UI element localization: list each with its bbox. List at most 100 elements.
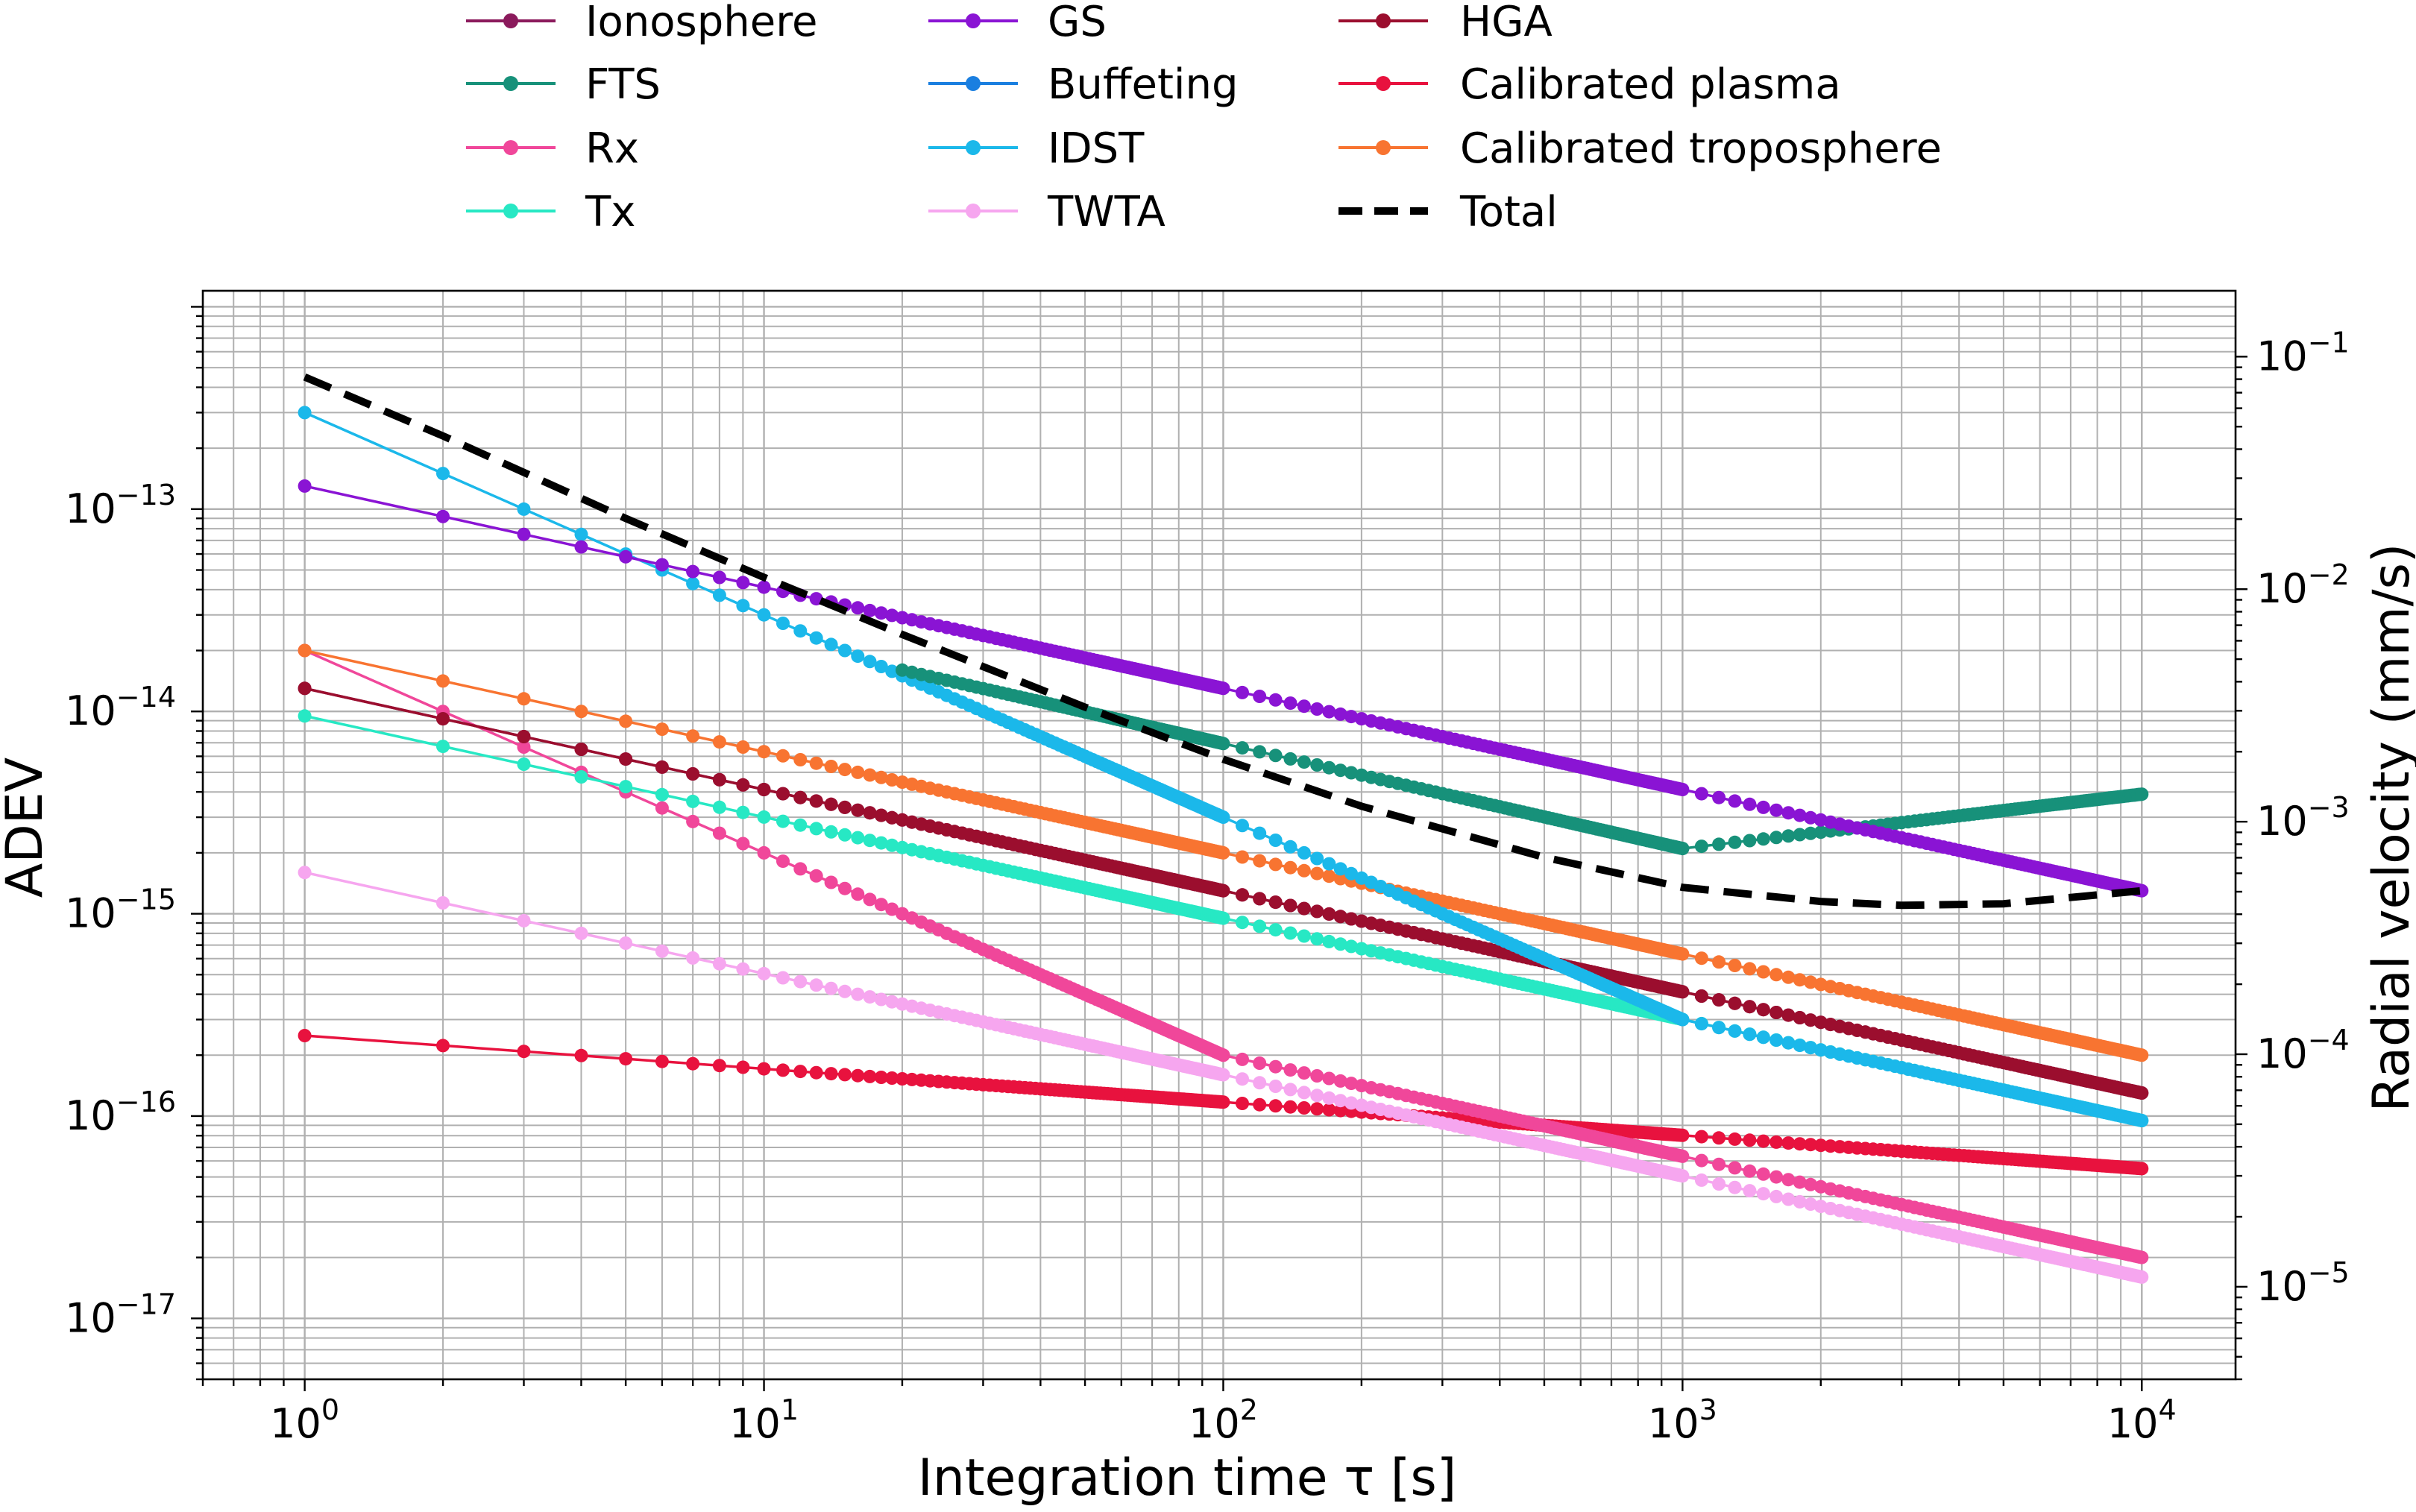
data-point — [1793, 1175, 1807, 1189]
data-point — [1283, 926, 1297, 940]
data-point — [1728, 794, 1742, 808]
data-point — [1283, 1063, 1297, 1077]
data-point — [1297, 863, 1311, 878]
data-point — [1268, 1080, 1283, 1093]
data-point — [1216, 1068, 1230, 1082]
data-point — [885, 1071, 899, 1085]
data-point — [838, 763, 852, 777]
data-point — [1781, 1008, 1796, 1022]
data-point — [1804, 1197, 1818, 1212]
data-point — [1297, 901, 1311, 916]
data-point — [436, 896, 450, 910]
data-point — [885, 608, 899, 623]
data-point — [1333, 862, 1347, 876]
x-tick-label: 104 — [2107, 1393, 2177, 1447]
data-point — [1268, 749, 1283, 763]
data-point — [436, 509, 450, 523]
data-point — [1712, 790, 1726, 804]
data-point — [1310, 1089, 1324, 1103]
data-point — [1322, 1103, 1336, 1117]
data-point — [736, 837, 750, 851]
data-point — [1694, 1173, 1708, 1187]
data-point — [1728, 1024, 1742, 1038]
data-point — [1344, 1096, 1359, 1110]
data-point — [1268, 857, 1283, 872]
data-point — [851, 649, 865, 664]
data-point — [436, 467, 450, 481]
data-point — [1781, 1136, 1796, 1150]
data-point — [1236, 1072, 1249, 1086]
data-point — [1253, 690, 1267, 703]
data-point — [851, 887, 865, 901]
data-point — [1344, 766, 1359, 780]
legend-item-ionosphere: Ionosphere — [466, 0, 817, 46]
data-point — [1236, 850, 1249, 864]
data-point — [712, 570, 726, 585]
data-point — [298, 709, 312, 723]
data-point — [1253, 919, 1267, 933]
y-tick-label: 10−13 — [65, 479, 176, 532]
data-point — [1694, 787, 1708, 801]
data-point — [1268, 895, 1283, 910]
data-point — [1236, 1052, 1249, 1066]
data-point — [712, 800, 726, 814]
data-point — [1769, 1170, 1784, 1184]
data-point — [1283, 696, 1297, 711]
data-point — [1743, 1164, 1757, 1178]
data-point — [757, 783, 771, 796]
data-point — [1297, 1066, 1311, 1080]
data-point — [874, 836, 888, 850]
data-point — [1268, 923, 1283, 937]
data-point — [863, 768, 877, 782]
data-point — [298, 866, 312, 880]
data-point — [1781, 1192, 1796, 1206]
data-point — [793, 624, 808, 638]
legend-marker — [966, 140, 981, 155]
data-point — [436, 712, 450, 726]
legend-marker — [503, 13, 518, 28]
data-point — [874, 770, 888, 784]
data-point — [2135, 1270, 2149, 1284]
data-point — [824, 637, 838, 652]
data-point — [1333, 1074, 1347, 1088]
data-point — [1283, 1083, 1297, 1097]
data-point — [809, 1065, 823, 1080]
data-point — [1804, 1177, 1818, 1191]
data-point — [793, 1065, 808, 1079]
data-point — [838, 984, 852, 998]
data-point — [1676, 1149, 1690, 1163]
data-point — [1297, 699, 1311, 714]
data-point — [2135, 1086, 2149, 1100]
legend-label: Calibrated troposphere — [1460, 125, 1942, 173]
data-point — [885, 995, 899, 1009]
data-point — [1743, 1133, 1757, 1147]
data-point — [736, 778, 750, 792]
data-point — [619, 780, 633, 794]
data-point — [1283, 840, 1297, 854]
data-point — [1743, 1184, 1757, 1198]
data-point — [1676, 783, 1690, 796]
legend-label: Calibrated plasma — [1460, 60, 1841, 109]
data-point — [517, 913, 531, 927]
y-tick-label: 10−14 — [65, 681, 176, 734]
data-point — [736, 740, 750, 754]
data-point — [757, 608, 771, 622]
data-point — [838, 643, 852, 658]
data-point — [1743, 797, 1757, 811]
data-point — [736, 1060, 750, 1074]
data-point — [1310, 1102, 1324, 1116]
data-point — [1712, 1157, 1726, 1171]
data-point — [1804, 975, 1818, 989]
legend-marker — [1376, 76, 1391, 91]
data-point — [712, 772, 726, 787]
y-tick-label: 10−17 — [65, 1288, 176, 1341]
data-point — [885, 838, 899, 852]
data-point — [1728, 996, 1742, 1010]
data-point — [655, 760, 669, 774]
data-point — [517, 527, 531, 541]
series-twta — [298, 866, 2149, 1284]
data-point — [1310, 851, 1324, 866]
data-point — [1283, 860, 1297, 875]
data-point — [776, 971, 790, 985]
data-point — [517, 692, 531, 706]
